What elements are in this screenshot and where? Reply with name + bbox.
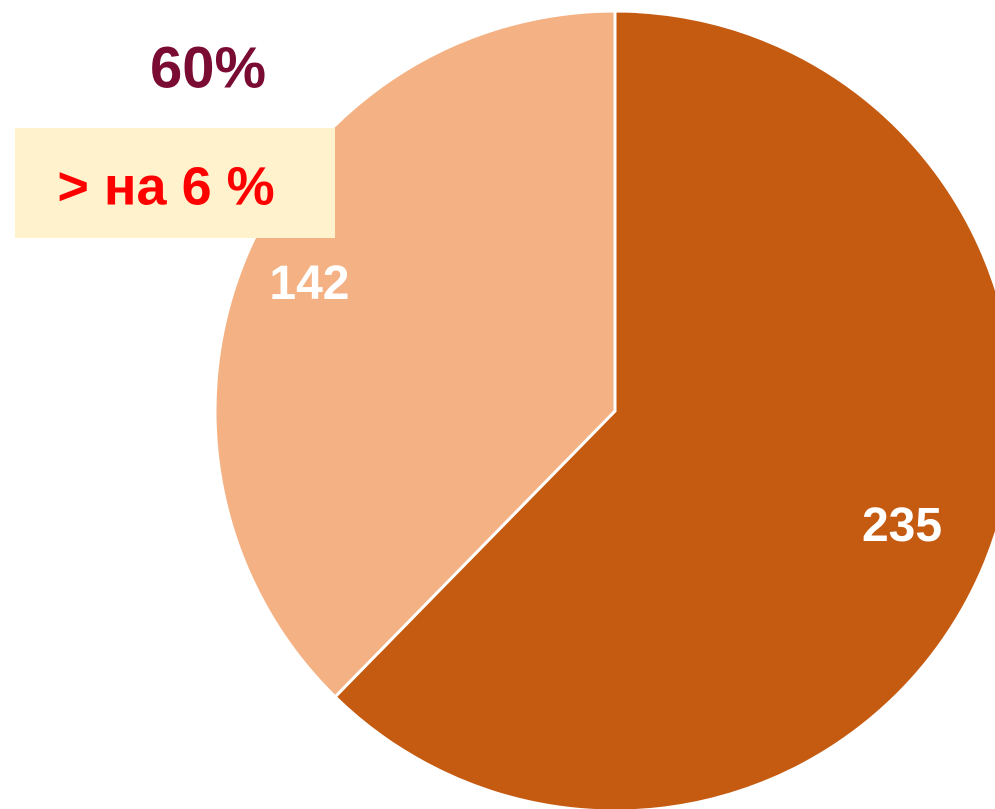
annotation: > на 6 % (57, 156, 274, 216)
pie-slice (332, 9, 995, 809)
data-label: 142 (269, 257, 349, 310)
data-labels: 235 142 (269, 257, 942, 552)
data-label: 235 (862, 499, 942, 552)
annotation: 60% (150, 35, 266, 100)
annotation-box (15, 128, 335, 238)
